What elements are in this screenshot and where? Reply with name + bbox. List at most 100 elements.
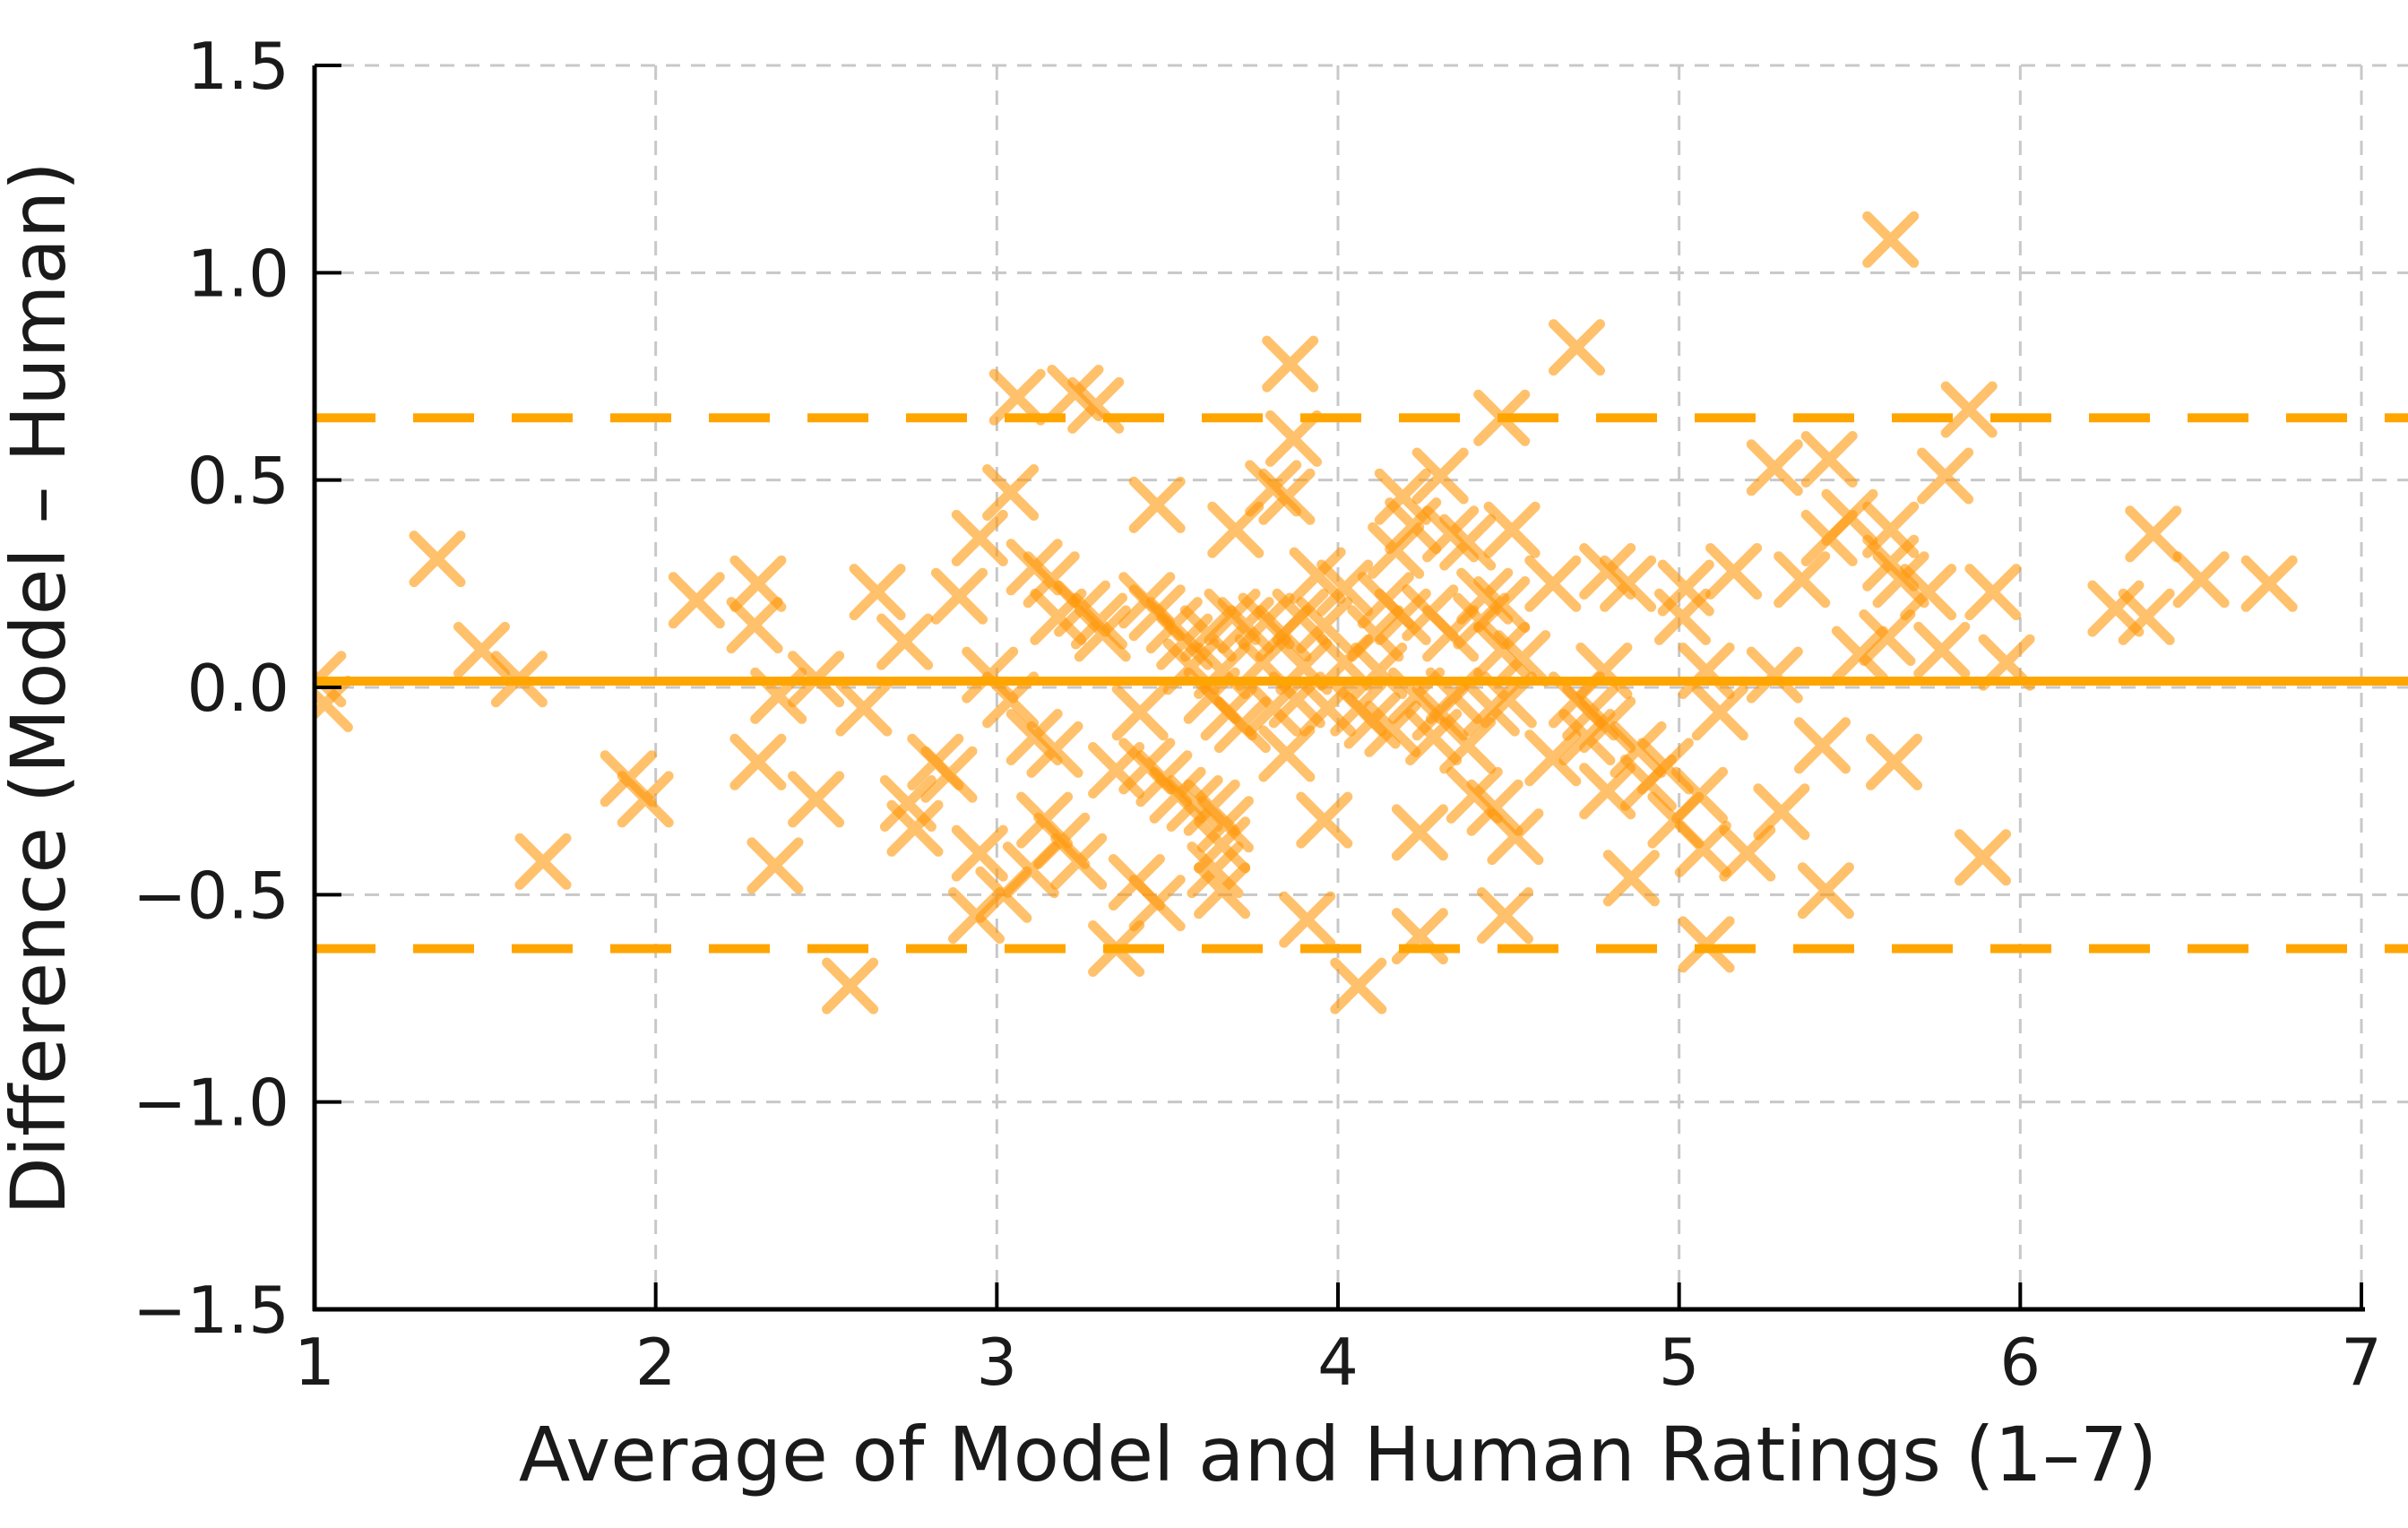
- scatter-marker: [1128, 476, 1186, 533]
- scatter-marker: [849, 564, 906, 621]
- scatter-marker: [1483, 501, 1541, 558]
- scatter-marker: [1654, 588, 1711, 645]
- scatter-marker: [1289, 547, 1346, 604]
- scatter-marker: [1964, 564, 2022, 621]
- scatter-marker: [726, 597, 783, 654]
- scatter-marker: [1794, 717, 1851, 774]
- scatter-marker: [886, 799, 944, 857]
- y-tick-label: 0.5: [186, 444, 289, 519]
- scatter-marker: [747, 837, 804, 894]
- scatter-marker: [1524, 555, 1582, 612]
- scatter-marker: [1487, 808, 1544, 866]
- scatter-marker: [1002, 842, 1059, 899]
- x-tick-label: 3: [976, 1325, 1017, 1400]
- scatter-marker: [1917, 447, 1974, 505]
- scatter-marker: [1026, 721, 1083, 778]
- scatter-marker: [1674, 820, 1731, 877]
- x-tick-label: 7: [2341, 1325, 2382, 1400]
- scatter-marker: [920, 746, 978, 803]
- scatter-marker: [1477, 887, 1533, 944]
- scatter-marker: [1258, 725, 1316, 782]
- scatter-marker: [1774, 551, 1831, 609]
- scatter-marker: [1074, 605, 1131, 662]
- scatter-marker: [1610, 721, 1667, 778]
- scatter-marker: [1753, 783, 1810, 841]
- tick-labels: 1.5 1.0 0.5 0.0 −0.5 −1.0 −1.51 2 3 4 5 6 7: [133, 29, 2382, 1400]
- scatter-marker: [1258, 468, 1316, 525]
- x-axis-label: Average of Model and Human Ratings (1–7): [519, 1411, 2157, 1498]
- axis-ticks: [313, 64, 2363, 1311]
- scatter-marker: [835, 679, 893, 737]
- scatter-marker: [1422, 505, 1480, 563]
- scatter-marker: [1494, 630, 1551, 687]
- scatter-marker: [514, 833, 572, 890]
- scatter-marker: [1357, 572, 1414, 629]
- scatter-marker: [1600, 555, 1657, 612]
- scatter-marker: [1549, 319, 1605, 376]
- scatter-marker: [1187, 842, 1244, 899]
- scatter-marker: [1279, 891, 1336, 948]
- scatter-marker: [1351, 643, 1408, 699]
- scatter-marker: [1265, 410, 1322, 467]
- scatter-marker: [1913, 621, 1971, 678]
- y-tick-label: −1.5: [133, 1273, 289, 1348]
- scatter-marker: [1797, 862, 1854, 919]
- y-tick-label: 1.0: [186, 236, 289, 311]
- scatter-marker: [1821, 488, 1878, 546]
- scatter-marker: [2125, 505, 2182, 563]
- scatter-marker: [1111, 684, 1169, 741]
- scatter-marker: [1900, 564, 1957, 621]
- scatter-marker: [1296, 597, 1353, 654]
- scatter-marker: [1872, 551, 1929, 609]
- scatter-marker: [1374, 468, 1431, 525]
- scatter-marker: [2087, 580, 2145, 637]
- scatter-marker: [1466, 779, 1523, 836]
- scatter-marker: [1746, 439, 1803, 496]
- scatter-marker: [1705, 543, 1763, 600]
- scatter-marker: [2118, 588, 2175, 645]
- scatter-marker: [1330, 957, 1387, 1014]
- scatter-marker: [1316, 559, 1374, 617]
- x-tick-label: 6: [1999, 1325, 2041, 1400]
- y-axis-label: Difference (Model – Human): [0, 161, 82, 1215]
- y-tick-label: 0.0: [186, 651, 289, 726]
- scatter-marker: [1473, 576, 1531, 633]
- scatter-marker: [1118, 572, 1176, 629]
- scatter-marker: [617, 771, 674, 828]
- scatter-marker: [1691, 684, 1748, 741]
- scatter-marker: [1439, 717, 1497, 774]
- scatter-marker: [1619, 754, 1677, 811]
- scatter-marker: [1859, 609, 1916, 666]
- x-tick-label: 5: [1659, 1325, 1700, 1400]
- scatter-marker: [822, 957, 879, 1014]
- scatter-marker: [1411, 447, 1469, 505]
- scatter-marker: [876, 613, 934, 670]
- scatter-marker: [1128, 875, 1186, 932]
- x-tick-label: 2: [635, 1325, 677, 1400]
- scatter-marker: [1558, 709, 1616, 765]
- scatter-marker: [982, 464, 1040, 521]
- y-tick-label: −1.0: [133, 1066, 289, 1141]
- scatter-marker: [1166, 775, 1223, 832]
- scatter-marker: [1940, 381, 1998, 438]
- scatter-marker: [1955, 829, 2011, 886]
- scatter-marker: [2172, 551, 2230, 609]
- gridlines: [315, 64, 2408, 1309]
- scatter-marker: [1862, 211, 1920, 268]
- y-tick-label: 1.5: [186, 29, 289, 104]
- scatter-marker: [729, 555, 787, 612]
- scatter-marker: [931, 567, 988, 625]
- scatter-marker: [1831, 626, 1888, 683]
- scatter-marker: [951, 824, 1008, 882]
- scatter-marker: [1213, 696, 1271, 754]
- x-tick-label: 1: [294, 1325, 335, 1400]
- scatter-marker: [951, 509, 1008, 566]
- scatter-marker: [1719, 824, 1776, 882]
- y-tick-label: −0.5: [133, 858, 289, 933]
- scatter-marker: [409, 531, 466, 588]
- scatter-marker: [668, 572, 725, 629]
- x-tick-label: 4: [1317, 1325, 1359, 1400]
- scatter-marker: [1866, 733, 1922, 790]
- scatter-marker: [1746, 646, 1803, 704]
